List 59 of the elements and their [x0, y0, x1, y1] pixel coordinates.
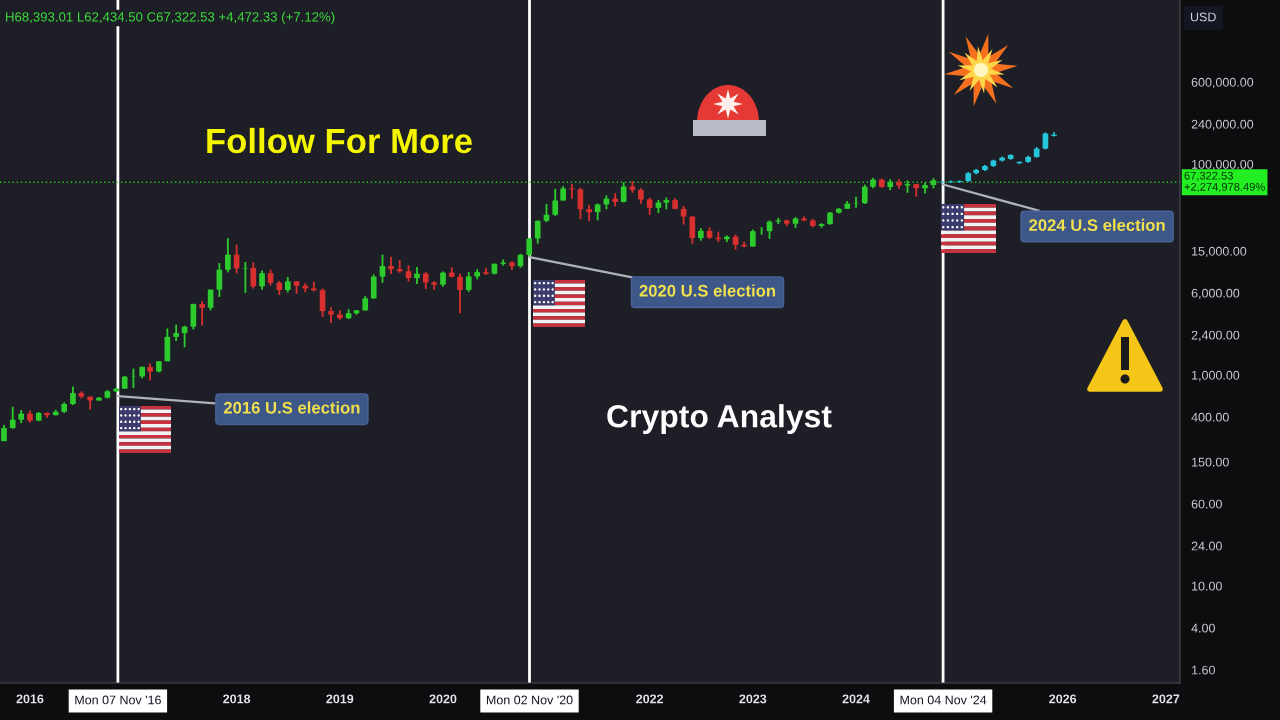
- candlestick: [130, 367, 137, 390]
- y-tick-label: 24.00: [1191, 541, 1222, 551]
- x-tick-label: 2026: [1049, 694, 1077, 704]
- candlestick: [552, 187, 559, 217]
- candlestick: [9, 405, 16, 430]
- annotation: H68,393.01 L62,434.50 C67,322.53 +4,472.33 (+7.12%): [6, 11, 335, 25]
- y-tick-label: 60.00: [1191, 499, 1222, 509]
- y-tick-label: 240,000.00: [1191, 119, 1254, 131]
- x-tick-label: 2016: [16, 694, 44, 704]
- y-tick-label: 1.60: [1192, 665, 1215, 675]
- annotation: 2016 U.S election: [223, 401, 360, 414]
- y-tick-label: 600,000.00: [1191, 77, 1254, 89]
- candlestick: [225, 237, 231, 274]
- candlestick: [379, 253, 386, 284]
- y-tick-label: 10.00: [1192, 581, 1222, 591]
- y-axis-title: USD: [1190, 12, 1216, 22]
- candlestick: [534, 219, 541, 245]
- candlestick: [370, 273, 377, 300]
- y-tick-label: 2,400.00: [1191, 330, 1240, 342]
- ref-line-label: Mon 02 Nov '20: [486, 695, 573, 705]
- candlestick: [242, 261, 249, 294]
- candlestick: [569, 183, 575, 200]
- x-tick-label: 2023: [739, 694, 767, 704]
- annotation: Crypto Analyst: [607, 404, 832, 434]
- candlestick: [233, 243, 240, 275]
- annotation: Follow For More: [207, 127, 472, 154]
- y-tick-label: 6,000.00: [1191, 288, 1240, 300]
- candlestick: [853, 195, 859, 209]
- x-tick-label: 2022: [636, 694, 664, 704]
- candlestick: [190, 302, 197, 331]
- y-tick-label: 4.00: [1191, 623, 1215, 633]
- x-tick-label: 2018: [223, 694, 251, 704]
- candlestick: [947, 179, 954, 184]
- candlestick: [388, 255, 394, 275]
- ref-line-label: 67,322.53 +2,274,978.49%: [1184, 171, 1265, 193]
- x-tick-label: 2027: [1152, 694, 1180, 704]
- candlestick: [199, 300, 205, 327]
- annotation: 2020 U.S election: [639, 284, 776, 297]
- candlestick: [250, 261, 257, 290]
- y-tick-label: 100,000.00: [1192, 159, 1254, 171]
- annotation: 2024 U.S election: [1029, 218, 1165, 232]
- x-tick-label: 2024: [842, 694, 870, 704]
- candlestick: [861, 183, 868, 205]
- candlestick: [396, 259, 403, 274]
- x-tick-label: 2020: [429, 694, 457, 704]
- ref-line-label: Mon 07 Nov '16: [75, 695, 161, 705]
- y-tick-label: 150.00: [1192, 457, 1229, 467]
- candlestick: [457, 272, 463, 315]
- candlestick: [465, 271, 472, 293]
- candlestick: [70, 385, 76, 406]
- y-tick-label: 1,000.00: [1192, 370, 1240, 382]
- y-tick-label: 15,000.00: [1192, 246, 1247, 258]
- candlestick: [680, 205, 687, 226]
- candlestick: [259, 269, 265, 291]
- x-tick-label: 2019: [326, 694, 354, 704]
- candlestick: [526, 237, 533, 258]
- y-tick-label: 400.00: [1191, 412, 1229, 422]
- candlestick: [612, 192, 618, 208]
- ref-line-label: Mon 04 Nov '24: [900, 695, 987, 705]
